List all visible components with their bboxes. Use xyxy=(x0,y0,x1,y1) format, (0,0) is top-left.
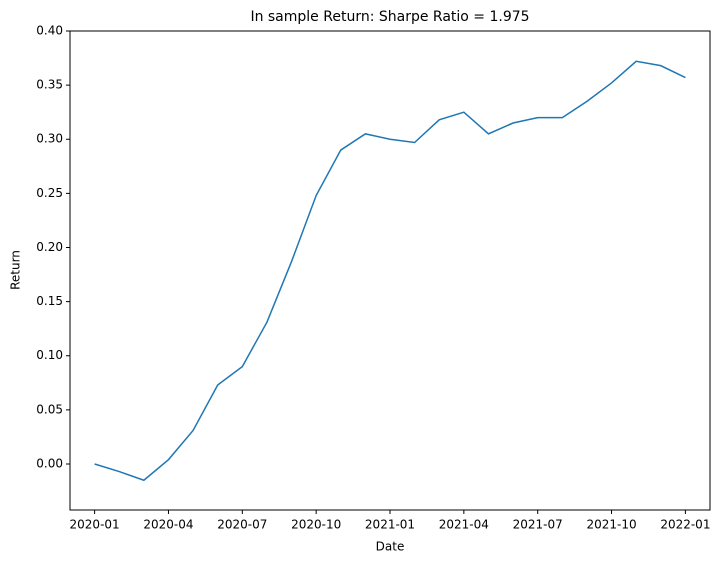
chart-title: In sample Return: Sharpe Ratio = 1.975 xyxy=(250,9,529,25)
x-tick-label: 2021-01 xyxy=(365,518,415,532)
x-tick-label: 2020-04 xyxy=(143,518,193,532)
y-tick-label: 0.30 xyxy=(36,132,63,146)
x-tick-label: 2021-07 xyxy=(513,518,563,532)
data-line xyxy=(94,60,686,482)
x-tick-label: 2020-10 xyxy=(291,518,341,532)
x-tick-label: 2020-07 xyxy=(217,518,267,532)
x-axis-label: Date xyxy=(376,540,405,554)
y-tick-label: 0.35 xyxy=(36,78,63,92)
y-tick-label: 0.20 xyxy=(36,240,63,254)
y-axis-label: Return xyxy=(9,250,23,290)
y-tick-label: 0.05 xyxy=(36,402,63,416)
y-tick-label: 0.15 xyxy=(36,294,63,308)
y-tick-label: 0.25 xyxy=(36,186,63,200)
x-tick-label: 2021-04 xyxy=(439,518,489,532)
x-tick-label: 2022-01 xyxy=(660,518,710,532)
plot-frame xyxy=(69,30,711,511)
y-tick-label: 0.40 xyxy=(36,24,63,38)
x-tick-label: 2021-10 xyxy=(586,518,636,532)
x-tick-label: 2020-01 xyxy=(70,518,120,532)
y-tick-label: 0.00 xyxy=(36,456,63,470)
y-tick-label: 0.10 xyxy=(36,348,63,362)
